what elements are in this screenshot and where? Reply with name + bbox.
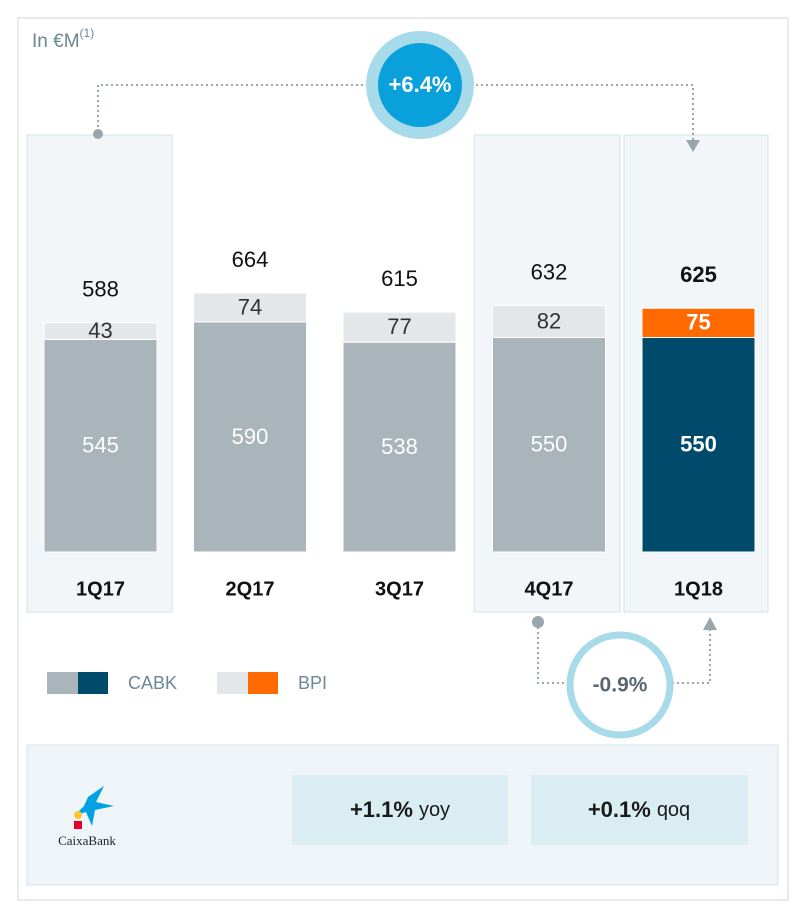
value-label: 77	[387, 314, 411, 339]
yoy-value: +1.1%	[350, 797, 413, 822]
total-label: 588	[82, 276, 119, 301]
bar-segment	[492, 305, 606, 338]
value-label: 550	[680, 432, 717, 457]
value-label: 43	[88, 318, 112, 343]
x-tick-label: 1Q18	[674, 578, 723, 600]
yoy-change: +6.4%	[389, 72, 452, 97]
bar-segment	[43, 322, 158, 340]
bar-segment	[641, 307, 756, 338]
footer-box	[292, 775, 508, 845]
bar-segment	[492, 337, 606, 553]
bubble-ring	[566, 631, 674, 739]
value-label: 538	[381, 434, 418, 459]
unit-text: In €M	[32, 31, 80, 52]
qoq-change: -0.9%	[593, 674, 648, 697]
bubble	[378, 43, 462, 127]
logo-dot	[74, 811, 82, 819]
bar-segment	[641, 337, 756, 553]
x-tick-label: 4Q17	[525, 578, 574, 600]
qoq-label: qoq	[657, 799, 690, 821]
bar-segment	[342, 341, 457, 553]
connector-dot	[532, 616, 544, 628]
connector-arrow	[703, 617, 717, 630]
value-label: 550	[531, 432, 568, 457]
qoq-footer: +0.1% qoq	[588, 797, 690, 822]
value-label: 590	[232, 424, 269, 449]
total-label: 632	[531, 259, 568, 284]
value-label: 82	[537, 308, 561, 333]
x-tick-label: 3Q17	[375, 578, 424, 600]
logo-star	[74, 786, 114, 826]
total-label: 664	[232, 247, 269, 272]
unit-note: (1)	[80, 26, 95, 40]
legend-swatch	[217, 672, 248, 694]
logo-dot	[74, 821, 82, 829]
unit-label: In €M(1)	[32, 26, 94, 52]
total-label: 615	[381, 266, 418, 291]
value-label: 75	[686, 310, 710, 335]
bar-segment	[342, 311, 457, 343]
legend-label: BPI	[298, 673, 327, 693]
yoy-label: yoy	[419, 799, 450, 821]
qoq-value: +0.1%	[588, 797, 651, 822]
x-tick-label: 2Q17	[226, 578, 275, 600]
value-label: 545	[82, 433, 119, 458]
bar-segment	[193, 321, 307, 553]
x-tick-label: 1Q17	[76, 578, 125, 600]
logo: CaixaBank	[58, 786, 116, 848]
connector-dot	[93, 129, 103, 139]
legend-label: CABK	[128, 673, 177, 693]
legend-swatch	[248, 672, 278, 694]
footer-box	[531, 775, 748, 845]
legend-swatch	[78, 672, 108, 694]
bar-segment	[43, 338, 158, 553]
connector-arrow	[686, 140, 700, 152]
bar-segment	[193, 292, 307, 323]
yoy-footer: +1.1% yoy	[350, 797, 450, 822]
value-label: 74	[238, 294, 262, 319]
brand: CaixaBank	[58, 833, 116, 848]
total-label: 625	[680, 262, 717, 287]
legend-swatch	[47, 672, 78, 694]
